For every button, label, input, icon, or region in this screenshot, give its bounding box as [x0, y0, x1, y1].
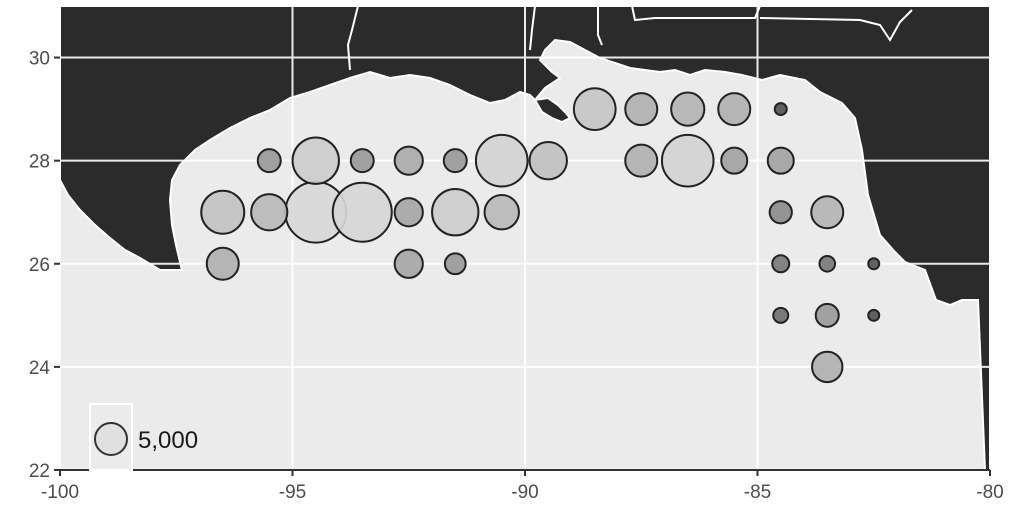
x-tick-label: -80: [976, 482, 1003, 503]
data-bubble: [200, 189, 246, 235]
y-tick-label: 30: [29, 49, 50, 70]
data-bubble: [393, 197, 424, 228]
axes: -100 -95 -90 -85 -80 22 24 26 28 30: [29, 49, 1004, 503]
legend-label: 5,000: [138, 427, 198, 454]
data-bubble: [818, 254, 837, 273]
data-bubble: [670, 91, 706, 127]
data-bubble: [660, 133, 715, 188]
bubble-layer: [200, 87, 881, 384]
y-tick-label: 28: [29, 152, 50, 173]
data-bubble: [528, 140, 568, 181]
data-bubble: [771, 254, 791, 274]
data-bubble: [772, 306, 790, 324]
data-bubble: [624, 143, 659, 178]
data-bubble: [483, 194, 520, 231]
data-bubble: [250, 193, 289, 232]
data-bubble: [720, 146, 749, 175]
x-tick-label: -100: [41, 482, 79, 503]
data-bubble: [291, 136, 340, 185]
y-tick-label: 26: [29, 255, 50, 276]
data-bubble: [717, 92, 752, 127]
data-bubble: [474, 133, 529, 188]
size-legend: 5,000: [89, 403, 198, 471]
y-tick-label: 22: [29, 461, 50, 482]
data-bubble: [867, 257, 881, 271]
data-bubble: [811, 350, 844, 384]
y-tick-label: 24: [29, 358, 51, 379]
data-bubble: [349, 148, 375, 174]
data-bubble: [572, 87, 617, 132]
legend-key-circle: [94, 422, 128, 456]
data-bubble: [810, 195, 845, 230]
land-layer: [59, 5, 991, 471]
x-tick-label: -90: [511, 482, 538, 503]
data-bubble: [431, 188, 480, 237]
data-bubble: [443, 252, 467, 276]
us-gulf-coast-landmass: [59, 5, 991, 471]
data-bubble: [773, 102, 788, 117]
data-bubble: [205, 246, 240, 281]
data-bubble: [814, 302, 840, 328]
data-bubble: [331, 181, 393, 243]
data-bubble: [442, 148, 468, 174]
data-bubble: [768, 200, 793, 225]
data-bubble: [256, 148, 282, 174]
state-border-fl-north: [759, 9, 913, 42]
data-bubble: [867, 308, 881, 322]
x-tick-label: -95: [279, 482, 306, 503]
data-bubble: [393, 145, 424, 176]
state-border-ms-al: [529, 5, 536, 51]
x-tick-label: -85: [744, 482, 771, 503]
data-bubble: [624, 92, 659, 127]
data-bubble: [393, 248, 424, 279]
mississippi-delta-landmass: [533, 96, 572, 124]
state-border-al-fl: [597, 6, 603, 46]
data-bubble: [766, 146, 795, 175]
